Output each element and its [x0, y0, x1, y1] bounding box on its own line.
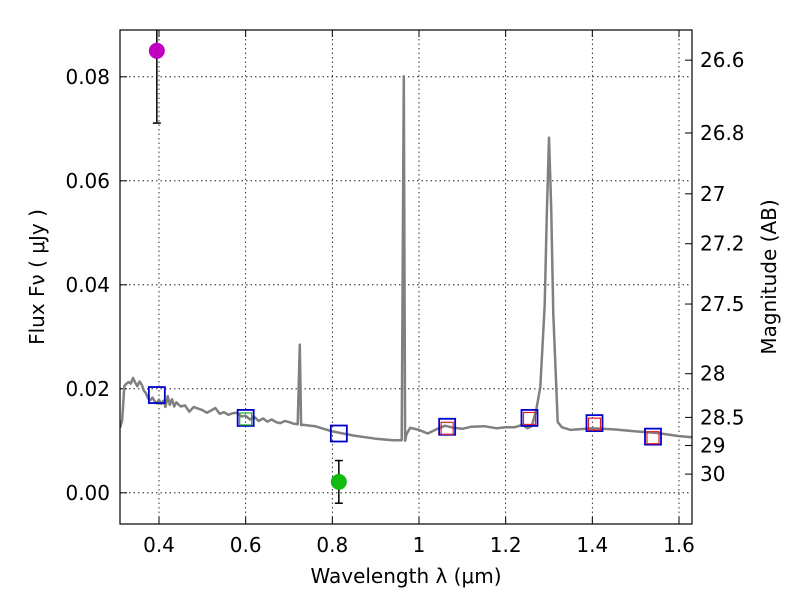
model-square	[522, 411, 537, 426]
model-square	[587, 417, 602, 431]
magnitude-tick-label: 29	[700, 433, 725, 457]
photometry-square	[147, 386, 166, 404]
y-axis-ticks: 0.00 0.02 0.04 0.06 0.08	[65, 65, 127, 505]
data-point	[148, 42, 165, 59]
photometry-square	[329, 424, 348, 443]
magnitude-tick-label: 27.2	[700, 232, 745, 256]
x-tick-label: 0.8	[316, 533, 348, 557]
magnitude-axis-label: Magnitude (AB)	[757, 199, 781, 354]
photometry-square	[644, 427, 662, 446]
magnitude-tick-label: 30	[700, 462, 725, 486]
y-tick-label: 0.00	[65, 481, 110, 505]
x-tick-label: 1	[413, 533, 426, 557]
x-tick-label: 1.2	[490, 533, 522, 557]
plot-area	[120, 30, 692, 504]
photometry-square	[236, 409, 255, 427]
magnitude-tick-label: 26.6	[700, 48, 745, 72]
x-tick-label: 1.4	[576, 533, 608, 557]
x-tick-label: 0.6	[230, 533, 262, 557]
model-square	[646, 431, 660, 445]
y-tick-label: 0.02	[65, 377, 110, 401]
photometry-markers	[147, 30, 662, 504]
y-tick-label: 0.08	[65, 65, 110, 89]
grid-lines	[120, 30, 692, 524]
photometry-square	[585, 414, 604, 433]
photometry-square	[520, 409, 539, 427]
magnitude-tick-label: 27.5	[700, 292, 745, 316]
plot-frame	[119, 29, 693, 525]
y-axis-label: Flux Fν ( μJy )	[25, 209, 49, 345]
magnitude-tick-label: 28	[700, 362, 725, 386]
magnitude-tick-label: 26.8	[700, 121, 745, 145]
x-axis-label: Wavelength λ (μm)	[310, 564, 501, 588]
spectrum-line	[120, 75, 692, 443]
magnitude-tick-label: 28.5	[700, 405, 745, 429]
x-tick-label: 1.6	[663, 533, 695, 557]
y-tick-label: 0.04	[65, 273, 110, 297]
model-square	[440, 421, 454, 435]
y-tick-label: 0.06	[65, 169, 110, 193]
magnitude-tick-label: 27	[700, 182, 725, 206]
x-axis-ticks: 0.4 0.6 0.8 1 1.2 1.4 1.6	[143, 30, 695, 557]
model-square	[239, 412, 253, 426]
data-point	[330, 473, 347, 490]
magnitude-axis-ticks: 26.6 26.8 27 27.2 27.5 28 28.5 29 30	[685, 48, 745, 486]
x-tick-label: 0.4	[143, 533, 175, 557]
